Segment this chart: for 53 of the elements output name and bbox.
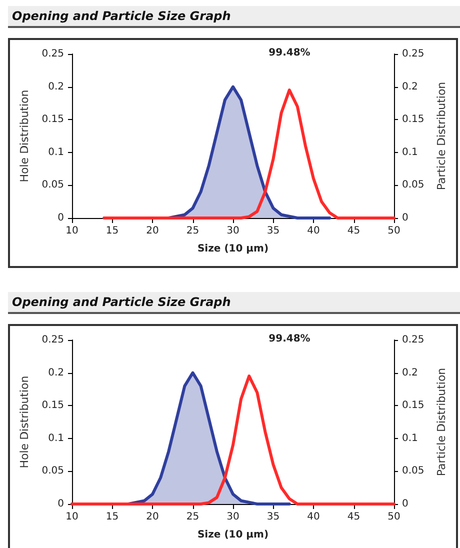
x-tick-label: 30 xyxy=(226,512,240,522)
y2-tick-label: 0 xyxy=(402,498,408,510)
x-tick-label: 40 xyxy=(307,226,320,236)
annotation: 99.48% xyxy=(268,334,310,344)
y-tick-label: 0.15 xyxy=(42,400,64,412)
x-axis-title: Size (10 µm) xyxy=(197,530,269,540)
x-tick-label: 15 xyxy=(106,512,119,522)
x-tick-label: 50 xyxy=(388,226,400,236)
x-tick-label: 40 xyxy=(307,512,320,522)
y2-tick-label: 0.2 xyxy=(402,81,418,92)
x-tick-label: 20 xyxy=(146,512,159,522)
x-tick-label: 20 xyxy=(146,226,159,236)
y2-tick-label: 0.15 xyxy=(402,114,424,126)
x-tick-label: 15 xyxy=(106,226,119,236)
x-tick-label: 30 xyxy=(226,226,240,236)
y-tick-label: 0.05 xyxy=(42,180,64,191)
y-tick-label: 0 xyxy=(58,498,64,510)
x-tick-label: 35 xyxy=(266,226,280,236)
x-tick-label: 45 xyxy=(347,512,360,522)
x-tick-label: 25 xyxy=(186,512,200,522)
y2-tick-label: 0.2 xyxy=(402,367,418,378)
y2-tick-label: 0.1 xyxy=(402,146,418,158)
y2-axis-title: Particle Distribution xyxy=(435,82,448,190)
y2-axis-title: Particle Distribution xyxy=(435,368,448,476)
y2-tick-label: 0.05 xyxy=(402,180,424,191)
x-tick-label: 10 xyxy=(66,226,78,236)
y-tick-label: 0.25 xyxy=(42,48,64,60)
chart-title: Opening and Particle Size Graph xyxy=(8,292,460,314)
y-axis-title: Hole Distribution xyxy=(18,90,31,182)
y-tick-label: 0.25 xyxy=(42,334,64,346)
y2-tick-label: 0.05 xyxy=(402,466,424,477)
y-tick-label: 0 xyxy=(58,212,64,224)
annotation: 99.48% xyxy=(268,48,310,58)
line-series xyxy=(102,88,396,220)
x-tick-label: 25 xyxy=(186,226,200,236)
y-axis-title: Hole Distribution xyxy=(18,376,31,468)
chart-title: Opening and Particle Size Graph xyxy=(8,6,460,28)
y2-tick-label: 0.25 xyxy=(402,334,424,346)
y2-tick-label: 0.1 xyxy=(402,432,418,444)
y-tick-label: 0.1 xyxy=(48,146,64,158)
y-tick-label: 0.1 xyxy=(48,432,64,444)
y-tick-label: 0.2 xyxy=(48,81,64,92)
y2-tick-label: 0.15 xyxy=(402,400,424,412)
x-tick-label: 45 xyxy=(347,226,360,236)
x-tick-label: 50 xyxy=(388,512,400,522)
y-tick-label: 0.2 xyxy=(48,367,64,378)
y2-tick-label: 0 xyxy=(402,212,408,224)
x-tick-label: 10 xyxy=(66,512,78,522)
y-tick-label: 0.05 xyxy=(42,466,64,477)
x-axis-title: Size (10 µm) xyxy=(197,244,269,254)
y2-tick-label: 0.25 xyxy=(402,48,424,60)
x-tick-label: 35 xyxy=(266,512,280,522)
y-tick-label: 0.15 xyxy=(42,114,64,126)
